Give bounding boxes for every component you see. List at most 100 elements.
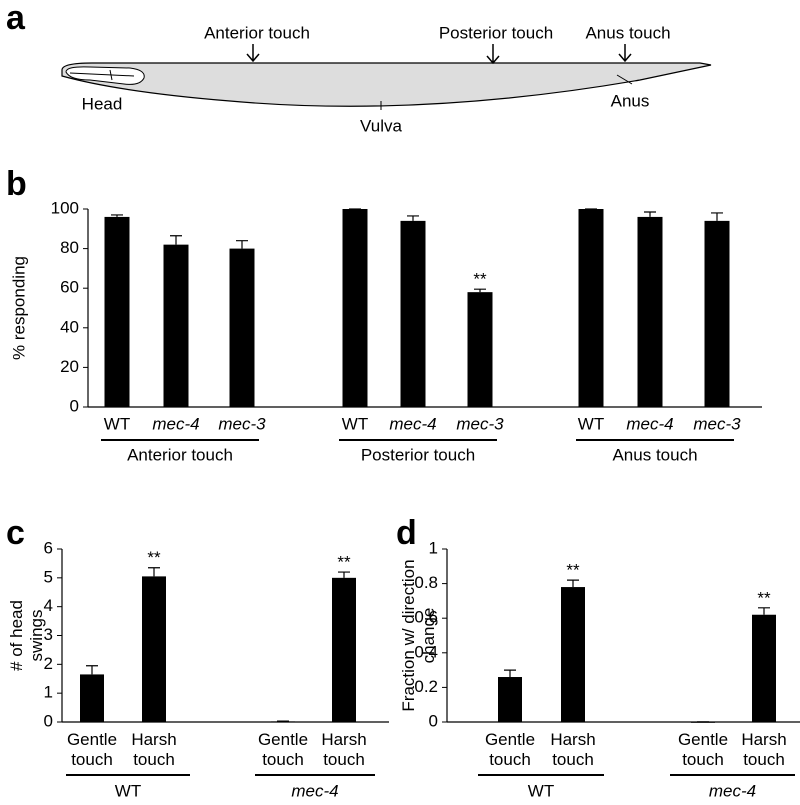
y-axis-label: Fraction w/ directionchange [399,559,438,711]
group-label: Anus touch [612,445,697,464]
group-label: WT [528,781,554,800]
x-tick-label: Gentle touch [67,730,117,769]
y-tick-label: 0.4 [414,642,438,661]
error-bar [338,571,350,578]
x-tick-label: mec-4 [389,414,436,433]
error-bar [567,579,579,588]
x-tick-label: Harsh touch [321,730,366,769]
bar [80,674,104,722]
x-tick-label: mec-3 [456,414,504,433]
panel-letter: c [6,514,25,552]
error-bar [148,567,160,577]
x-tick-label-line: Harsh [550,730,595,749]
bar [498,677,522,722]
error-bar [170,235,182,245]
bar [163,244,189,407]
y-tick-label: 1 [429,538,438,557]
x-tick-label: Gentle touch [258,730,308,769]
bar [332,577,356,722]
bar [467,292,493,407]
y-axis-label: % responding [9,256,28,360]
x-tick-label-line: touch [133,750,175,769]
y-axis-label-line: change [419,608,438,664]
x-tick-label: mec-4 [152,414,199,433]
bar [752,614,776,722]
x-tick-label: WT [104,414,130,433]
error-bar [644,211,656,217]
y-tick-label: 2 [44,654,53,673]
significance: ** [473,270,487,289]
y-tick-label: 0.2 [414,677,438,696]
y-tick-label: 0 [429,711,438,730]
x-tick-label: WT [578,414,604,433]
touch-label: Anterior touch [204,23,310,42]
error-bar [504,669,516,678]
x-tick-label: mec-3 [693,414,741,433]
body-label: Vulva [360,116,402,135]
significance: ** [337,553,351,572]
touch-arrows [246,44,632,65]
touch-label: Posterior touch [439,23,553,42]
x-tick-label-line: touch [71,750,113,769]
bar [142,576,166,722]
y-tick-label: 0.6 [414,608,438,627]
bar [561,587,585,722]
group-label: Anterior touch [127,445,233,464]
bar [400,220,426,407]
error-bar [711,212,723,221]
error-bar [86,665,98,675]
x-tick-label-line: touch [489,750,531,769]
x-tick-label-line: Gentle [258,730,308,749]
touch-label: Anus touch [585,23,670,42]
y-axis-label-line: swings [27,610,46,662]
bar [229,248,255,407]
y-tick-label: 0.8 [414,573,438,592]
x-tick-label: Gentle touch [678,730,728,769]
significance: ** [757,588,771,607]
x-tick-label: Gentle touch [485,730,535,769]
y-tick-label: 4 [44,596,53,615]
y-axis-label: # of headswings [7,600,46,671]
y-axis-label-line: Fraction w/ direction [399,559,418,711]
panel-letter: b [6,165,27,203]
error-bar [236,240,248,249]
bar [342,209,368,407]
group-label: WT [115,781,141,800]
y-tick-label: 3 [44,625,53,644]
body-label: Anus [611,91,650,110]
x-tick-label-line: touch [552,750,594,769]
x-tick-label-line: touch [262,750,304,769]
pharynx [65,66,145,85]
x-tick-label: Harsh touch [550,730,595,769]
x-tick-label-line: Gentle [678,730,728,749]
y-tick-label: 80 [60,238,79,257]
y-tick-label: 60 [60,278,79,297]
y-tick-label: 40 [60,317,79,336]
x-tick-label: mec-4 [626,414,673,433]
y-tick-label: 6 [44,538,53,557]
bar [271,721,295,723]
y-tick-label: 100 [51,198,79,217]
bar [104,216,130,407]
error-bar [758,607,770,615]
x-tick-label-line: touch [323,750,365,769]
x-tick-label-line: Harsh [741,730,786,749]
bar [704,220,730,407]
x-tick-label: Harsh touch [131,730,176,769]
group-label: mec-4 [291,781,338,800]
x-tick-label-line: touch [743,750,785,769]
panel-letter: d [396,514,417,552]
group-label: mec-4 [709,781,756,800]
body-marks [380,74,633,110]
significance: ** [147,548,161,567]
error-bar [111,214,123,217]
x-tick-label: WT [342,414,368,433]
worm-body [61,62,712,107]
y-tick-label: 20 [60,357,79,376]
bar [578,209,604,407]
error-bar [407,215,419,221]
x-tick-label: Harsh touch [741,730,786,769]
x-tick-label-line: Gentle [485,730,535,749]
significance: ** [566,561,580,580]
error-bar [474,288,486,293]
